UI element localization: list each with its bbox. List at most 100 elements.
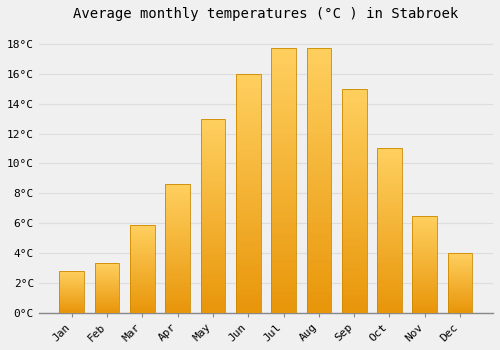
Bar: [448, 271, 472, 272]
Bar: [130, 272, 155, 274]
Bar: [271, 281, 296, 286]
Bar: [377, 172, 402, 175]
Bar: [448, 257, 472, 258]
Bar: [60, 291, 84, 292]
Bar: [271, 244, 296, 249]
Bar: [200, 173, 226, 177]
Bar: [130, 307, 155, 309]
Bar: [60, 301, 84, 302]
Bar: [94, 302, 120, 303]
Bar: [342, 228, 366, 232]
Bar: [412, 305, 437, 307]
Bar: [342, 129, 366, 134]
Bar: [342, 93, 366, 98]
Bar: [200, 254, 226, 258]
Bar: [236, 107, 260, 112]
Bar: [412, 218, 437, 219]
Bar: [306, 223, 331, 228]
Bar: [94, 265, 120, 266]
Bar: [94, 298, 120, 299]
Bar: [271, 260, 296, 265]
Bar: [200, 266, 226, 270]
Bar: [342, 241, 366, 245]
Bar: [200, 235, 226, 239]
Bar: [94, 282, 120, 283]
Bar: [342, 169, 366, 174]
Bar: [271, 218, 296, 223]
Bar: [200, 247, 226, 251]
Bar: [377, 253, 402, 257]
Bar: [306, 133, 331, 138]
Bar: [60, 304, 84, 305]
Bar: [130, 230, 155, 232]
Bar: [271, 249, 296, 254]
Bar: [306, 186, 331, 191]
Bar: [448, 295, 472, 296]
Bar: [130, 228, 155, 230]
Bar: [60, 306, 84, 307]
Bar: [166, 231, 190, 233]
Bar: [200, 184, 226, 188]
Bar: [412, 237, 437, 239]
Bar: [200, 158, 226, 161]
Bar: [60, 287, 84, 288]
Bar: [412, 254, 437, 256]
Bar: [60, 276, 84, 277]
Bar: [412, 243, 437, 245]
Bar: [236, 294, 260, 298]
Bar: [306, 276, 331, 281]
Bar: [448, 266, 472, 267]
Bar: [342, 272, 366, 277]
Bar: [94, 308, 120, 309]
Bar: [412, 229, 437, 231]
Bar: [377, 240, 402, 244]
Bar: [60, 275, 84, 276]
Bar: [200, 177, 226, 181]
Bar: [412, 282, 437, 284]
Bar: [60, 272, 84, 273]
Bar: [271, 75, 296, 80]
Bar: [448, 258, 472, 259]
Bar: [166, 184, 190, 313]
Bar: [130, 309, 155, 311]
Bar: [271, 128, 296, 133]
Bar: [306, 286, 331, 292]
Bar: [200, 146, 226, 150]
Bar: [60, 311, 84, 312]
Bar: [130, 240, 155, 242]
Bar: [130, 253, 155, 254]
Bar: [60, 292, 84, 293]
Bar: [130, 256, 155, 258]
Bar: [271, 223, 296, 228]
Bar: [166, 300, 190, 302]
Bar: [200, 289, 226, 293]
Bar: [236, 279, 260, 284]
Bar: [200, 270, 226, 274]
Bar: [412, 252, 437, 254]
Bar: [412, 216, 437, 218]
Bar: [271, 292, 296, 297]
Bar: [236, 212, 260, 217]
Bar: [271, 101, 296, 107]
Bar: [448, 303, 472, 304]
Bar: [166, 289, 190, 292]
Bar: [306, 48, 331, 313]
Bar: [200, 223, 226, 227]
Bar: [236, 265, 260, 270]
Bar: [377, 309, 402, 313]
Bar: [306, 175, 331, 181]
Bar: [448, 260, 472, 261]
Bar: [236, 179, 260, 184]
Bar: [94, 270, 120, 271]
Bar: [306, 138, 331, 143]
Bar: [130, 232, 155, 233]
Bar: [166, 243, 190, 246]
Bar: [94, 286, 120, 287]
Bar: [130, 274, 155, 276]
Bar: [377, 214, 402, 217]
Bar: [271, 186, 296, 191]
Bar: [130, 304, 155, 306]
Bar: [448, 296, 472, 297]
Bar: [166, 274, 190, 277]
Bar: [412, 247, 437, 248]
